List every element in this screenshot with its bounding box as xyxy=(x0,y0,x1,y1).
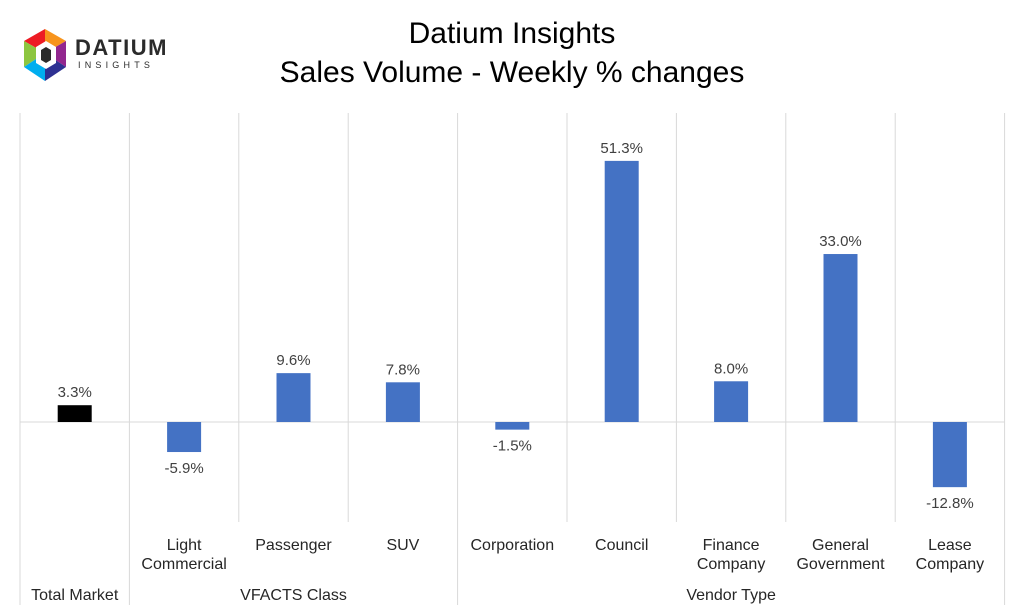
datium-logo: DATIUM INSIGHTS xyxy=(22,27,172,83)
category-label: Total Market xyxy=(31,587,119,604)
category-label: Company xyxy=(697,556,765,573)
data-label: -5.9% xyxy=(165,460,204,477)
bar xyxy=(385,382,420,422)
page-title: Datium Insights xyxy=(408,17,616,50)
category-label: Government xyxy=(796,556,885,573)
bar xyxy=(167,422,202,453)
category-label: Company xyxy=(916,556,984,573)
category-label: Commercial xyxy=(141,556,226,573)
group-label: Vendor Type xyxy=(686,587,776,604)
category-label: Lease xyxy=(928,537,972,554)
data-label: 8.0% xyxy=(714,360,748,377)
category-label: Corporation xyxy=(470,537,554,554)
data-label: -1.5% xyxy=(493,438,532,455)
category-label: General xyxy=(812,537,869,554)
bar xyxy=(276,373,311,422)
datium-logo-icon xyxy=(24,29,66,81)
bar xyxy=(932,422,967,488)
data-label: -12.8% xyxy=(926,495,974,512)
data-label: 7.8% xyxy=(386,361,420,378)
data-label: 51.3% xyxy=(600,140,643,157)
category-label: SUV xyxy=(386,537,419,554)
chart-title: Sales Volume - Weekly % changes xyxy=(279,56,745,89)
category-label: Passenger xyxy=(255,537,332,554)
data-label: 33.0% xyxy=(819,233,862,250)
bar xyxy=(495,422,530,430)
category-label: Light xyxy=(167,537,202,554)
logo-name: DATIUM xyxy=(75,35,168,60)
bar xyxy=(57,405,92,422)
category-label: Council xyxy=(595,537,648,554)
bar xyxy=(714,381,749,422)
category-label: Finance xyxy=(703,537,760,554)
logo-subtitle: INSIGHTS xyxy=(78,60,155,70)
bar xyxy=(604,160,639,422)
data-label: 9.6% xyxy=(276,352,310,369)
group-label: VFACTS Class xyxy=(240,587,347,604)
data-label: 3.3% xyxy=(58,384,92,401)
bar xyxy=(823,254,858,422)
